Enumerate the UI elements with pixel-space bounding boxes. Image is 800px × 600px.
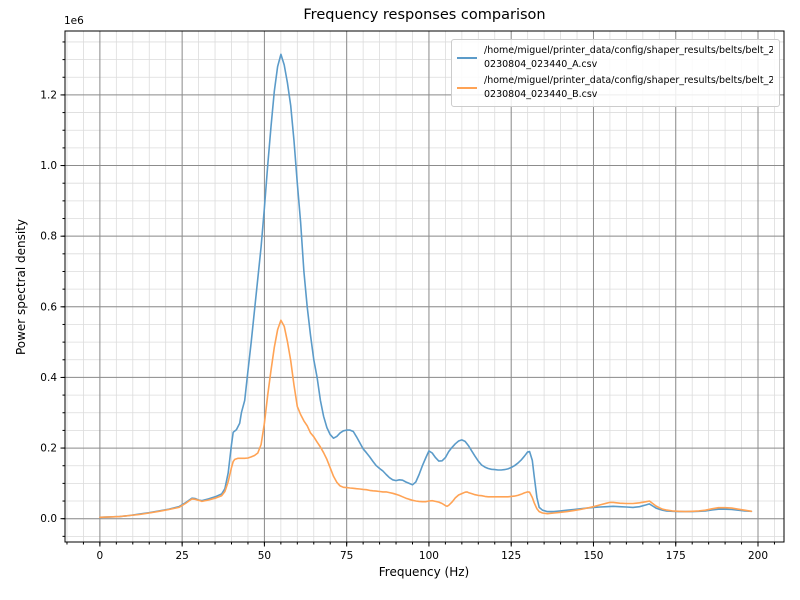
legend-label-b-line2: 0230804_023440_B.csv: [484, 89, 598, 100]
y-tick-label: 1.0: [40, 160, 57, 172]
y-axis-offset-label: 1e6: [64, 15, 84, 27]
legend-label-a-line2: 0230804_023440_A.csv: [484, 59, 598, 70]
tick-marks: [60, 41, 775, 547]
x-tick-label: 175: [666, 550, 686, 562]
series-line-b: [99, 319, 753, 519]
y-tick-label: 0.0: [40, 513, 57, 525]
x-tick-label: 50: [258, 550, 271, 562]
legend-entry-a: /home/miguel/printer_data/config/shaper_…: [457, 44, 773, 72]
chart-title: Frequency responses comparison: [303, 7, 546, 23]
legend-label-a-line1: /home/miguel/printer_data/config/shaper_…: [484, 45, 773, 56]
x-tick-label: 100: [419, 550, 439, 562]
y-tick-label: 0.4: [40, 372, 57, 384]
series-line-a: [99, 53, 753, 519]
legend: /home/miguel/printer_data/config/shaper_…: [451, 39, 780, 107]
tick-labels: 0 25 50 75 100 125 150 175 200 0.0 0.2 0.4 0.6 0.8 1.0…: [40, 89, 768, 562]
legend-entry-b: /home/miguel/printer_data/config/shaper_…: [457, 74, 773, 102]
legend-line-sample-a-icon: [457, 57, 477, 59]
plot-spines: [64, 30, 785, 543]
legend-label-a: /home/miguel/printer_data/config/shaper_…: [484, 44, 773, 72]
y-tick-label: 1.2: [40, 89, 57, 101]
y-axis-label: Power spectral density: [14, 218, 28, 356]
x-tick-label: 200: [748, 550, 768, 562]
x-tick-label: 25: [175, 550, 188, 562]
x-tick-label: 75: [340, 550, 353, 562]
y-tick-label: 0.6: [40, 301, 57, 313]
x-tick-label: 125: [501, 550, 521, 562]
legend-label-b-line1: /home/miguel/printer_data/config/shaper_…: [484, 75, 773, 86]
y-tick-label: 0.8: [40, 231, 57, 243]
x-tick-label: 0: [97, 550, 104, 562]
x-tick-label: 150: [583, 550, 603, 562]
x-axis-label: Frequency (Hz): [378, 565, 470, 579]
legend-label-b: /home/miguel/printer_data/config/shaper_…: [484, 74, 773, 102]
legend-line-sample-b-icon: [457, 87, 477, 89]
y-tick-label: 0.2: [40, 443, 57, 455]
